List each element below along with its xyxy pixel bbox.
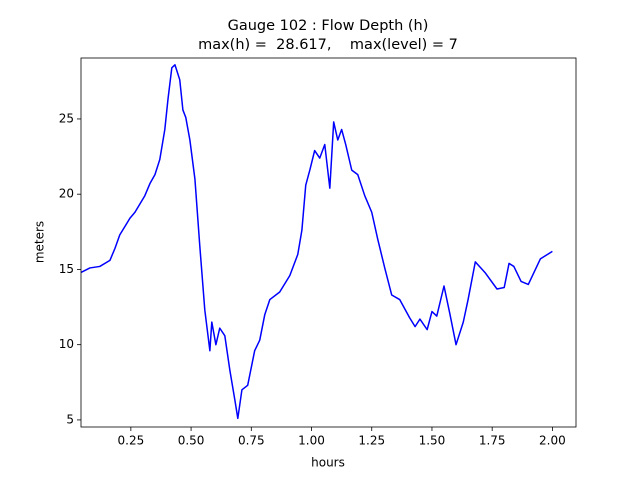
y-tick-label: 25 <box>59 111 74 125</box>
x-tick-label: 2.00 <box>539 434 566 448</box>
x-axis-label: hours <box>311 456 345 470</box>
y-tick-label: 15 <box>59 262 74 276</box>
x-tick-label: 0.75 <box>238 434 265 448</box>
chart-subtitle: max(h) = 28.617, max(level) = 7 <box>198 37 458 53</box>
x-tick-label: 0.25 <box>118 434 145 448</box>
y-tick-label: 20 <box>59 187 74 201</box>
x-tick-label: 0.50 <box>178 434 205 448</box>
data-line <box>80 64 553 420</box>
y-tick-label: 10 <box>59 337 74 351</box>
x-tick-label: 1.25 <box>358 434 385 448</box>
x-tick-label: 1.75 <box>479 434 506 448</box>
y-tick-label: 5 <box>66 412 74 426</box>
plot-frame <box>80 57 577 428</box>
x-tick-label: 1.50 <box>419 434 446 448</box>
y-axis-label: meters <box>33 221 47 263</box>
chart-title: Gauge 102 : Flow Depth (h) <box>228 18 429 34</box>
x-tick-label: 1.00 <box>298 434 325 448</box>
